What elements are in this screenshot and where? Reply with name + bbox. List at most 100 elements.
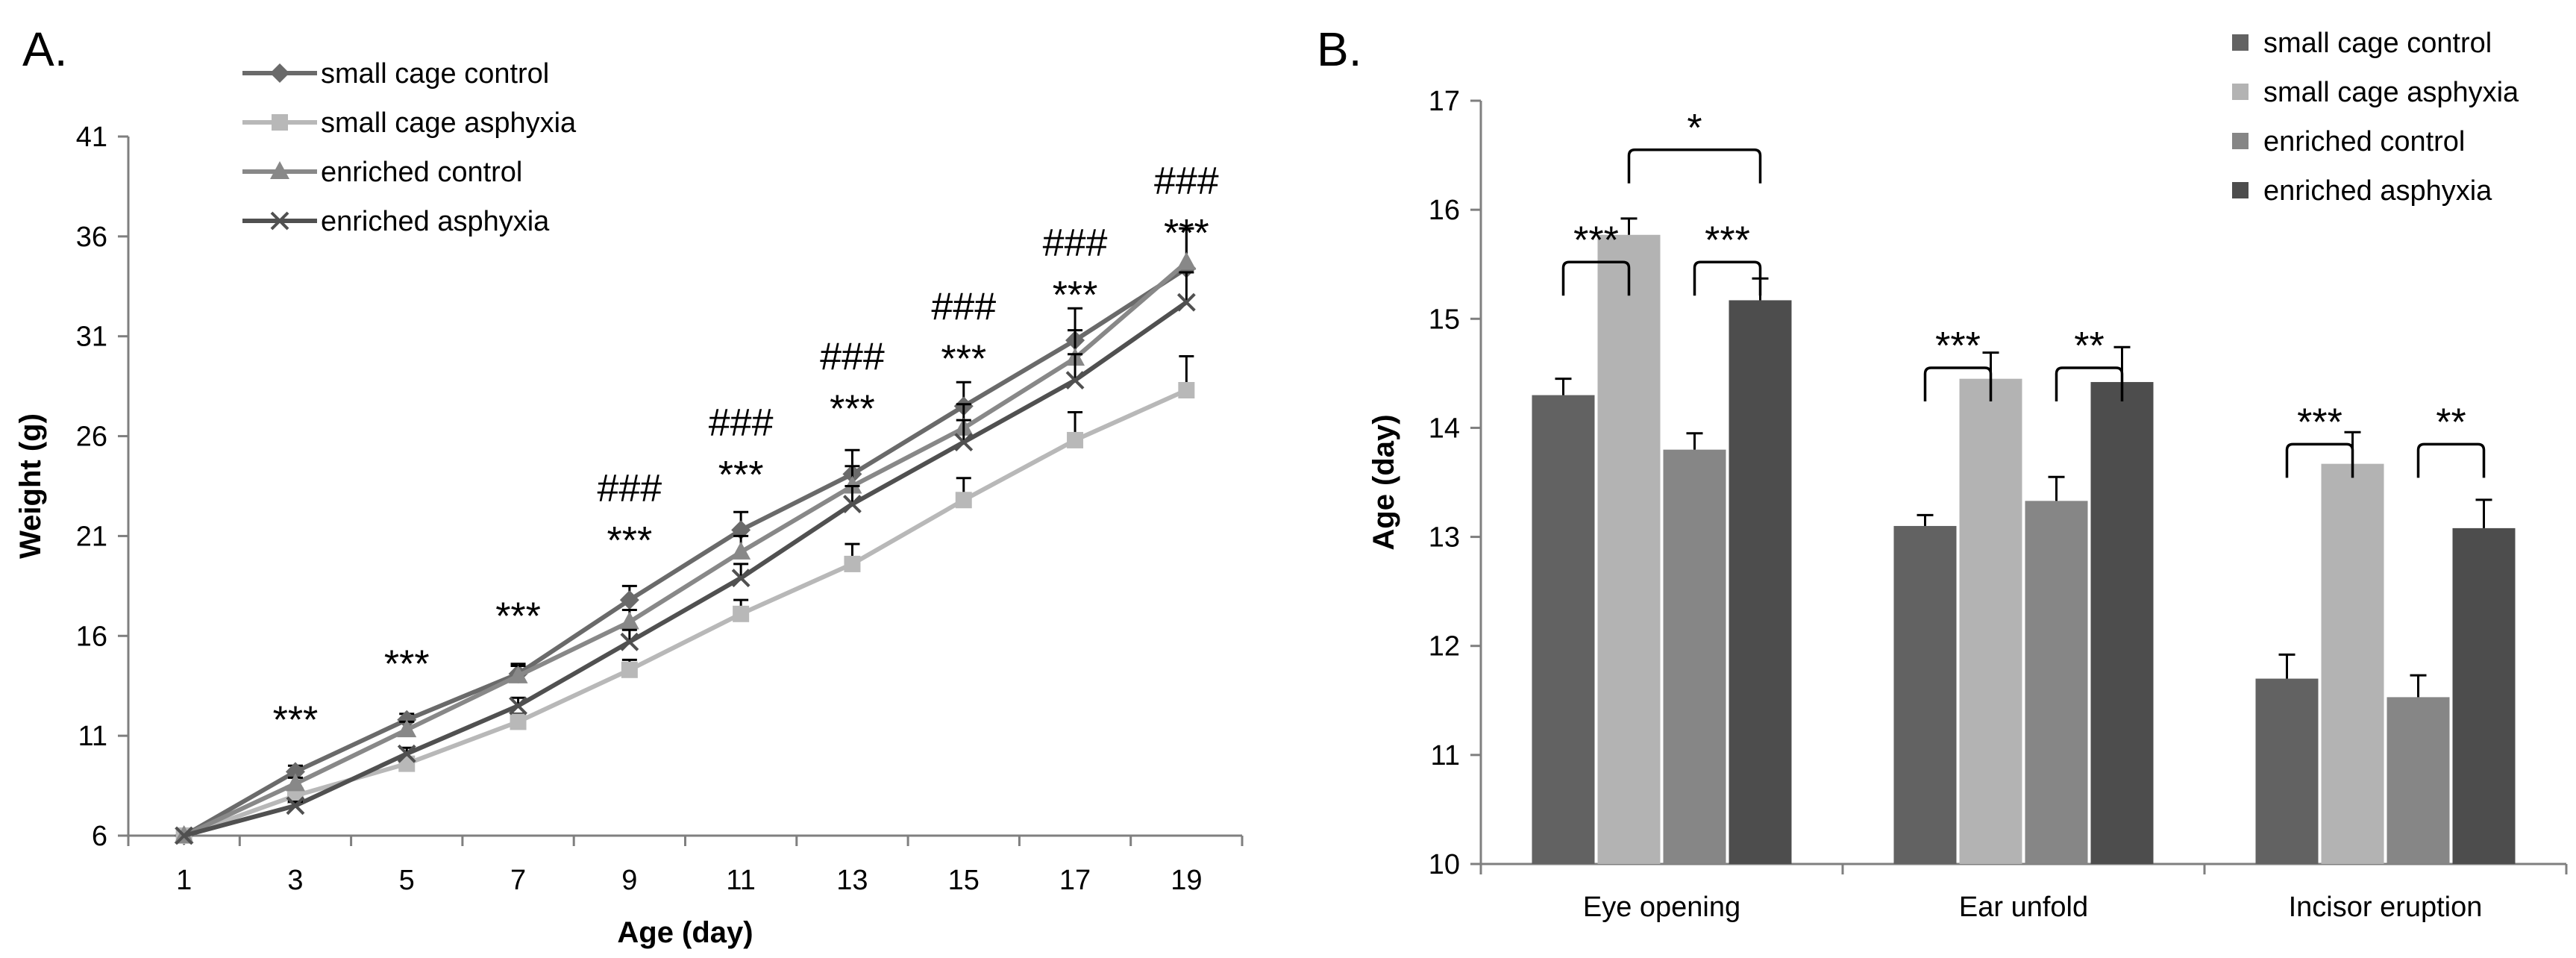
significance-label: *** [718,454,764,497]
series-enriched-asphyxia [175,271,1196,845]
bracket-line [1561,260,1631,296]
bar [2255,678,2319,864]
y-tick-label: 41 [76,122,107,153]
significance-label: *** [1164,212,1209,255]
y-tick-label: 15 [1429,304,1460,335]
data-point [621,661,638,678]
significance-label: ### [597,467,662,510]
y-tick-label: 11 [78,721,107,752]
x-axis-title: Age (day) [617,916,753,949]
category-label: Ear unfold [1959,892,2088,923]
significance-bracket: *** [1561,219,1631,296]
x-tick-label: 19 [1171,865,1202,896]
series-line [183,388,1188,838]
data-point [733,605,750,622]
data-point [286,796,305,815]
legend-label: small cage control [2263,28,2492,59]
legend-label: small cage asphyxia [2263,77,2519,108]
legend-swatch [2232,34,2248,51]
y-axis-title: Age (day) [1367,414,1400,550]
legend-entry: small cage control [242,58,549,90]
significance-label: *** [1935,325,1981,368]
data-point [955,492,972,509]
bracket-line [1627,148,1762,184]
panel-b-label: B. [1317,22,1361,76]
x-tick-label: 7 [510,865,526,896]
bar [1959,378,2022,864]
y-tick-label: 16 [76,621,107,652]
data-point [1065,371,1085,390]
y-tick-label: 12 [1429,631,1460,663]
series-enriched-control [1663,432,2450,864]
significance-label: *** [1705,219,1750,262]
significance-label: ** [2436,401,2466,444]
legend-entry: enriched control [2232,126,2465,157]
data-point [844,555,861,572]
significance-label: *** [607,519,652,563]
legend-entry: small cage control [2232,28,2492,59]
data-point [843,495,862,514]
bar [1532,395,1595,864]
bracket-line [1693,260,1762,296]
data-point [397,744,416,763]
y-tick-label: 6 [92,821,107,852]
legend-entry: small cage asphyxia [242,107,577,139]
data-point [842,475,862,494]
data-point [620,632,639,651]
y-tick-label: 21 [76,521,107,552]
data-point [731,569,750,588]
data-point [619,590,639,610]
legend-label: enriched control [2263,126,2465,157]
data-point [1178,381,1195,398]
legend-entry: small cage asphyxia [2232,77,2519,108]
series-enriched-control [174,227,1197,843]
series-small-cage-control [174,227,1197,845]
bracket-line [2285,442,2354,478]
significance-bracket: * [1627,107,1762,184]
development-bar-chart: 10 11 12 13 14 15 16 17 Eye opening Ear unfold Inc… [1367,28,2568,923]
series-small-cage-asphyxia [175,354,1195,844]
bar [2452,527,2516,864]
significance-label: ### [1154,160,1219,203]
category-label: Eye opening [1583,892,1740,923]
series-enriched-asphyxia [1729,277,2516,865]
significance-label: ### [820,335,885,378]
significance-label: *** [2297,401,2342,444]
y-axis-title: Weight (g) [14,413,47,559]
data-point [510,713,527,730]
bar [1729,300,1792,865]
legend-swatch [2232,182,2248,198]
panel-a-label: A. [22,22,67,76]
y-tick-label: 11 [1431,740,1460,771]
y-tick-label: 26 [76,422,107,453]
legend-marker [272,114,288,131]
bracket-line [2055,366,2124,402]
significance-bracket: *** [2285,401,2354,478]
legend-marker [270,63,289,83]
significance-bracket: ** [2416,401,2486,478]
data-point [731,520,751,540]
significance-label: *** [495,595,541,638]
significance-label: ### [1043,222,1108,265]
x-tick-label: 11 [726,865,755,896]
y-tick-label: 10 [1429,849,1460,880]
significance-bracket: *** [1693,219,1762,296]
data-point [1176,251,1197,270]
y-tick-label: 31 [76,322,107,353]
significance-label: ** [2074,325,2104,368]
x-tick-label: 9 [621,865,637,896]
bar [1893,525,1957,864]
data-point [509,696,527,716]
significance-label: *** [273,699,319,742]
y-tick-label: 16 [1429,195,1460,226]
bar [2025,501,2088,864]
y-tick-label: 14 [1429,413,1460,444]
significance-bracket: *** [1923,325,1993,402]
legend-marker [270,161,289,179]
significance-label: *** [384,643,430,686]
series-small-cage-control [1532,378,2319,864]
data-point [285,773,305,792]
legend-swatch [2232,84,2248,100]
significance-label: *** [1053,274,1098,317]
